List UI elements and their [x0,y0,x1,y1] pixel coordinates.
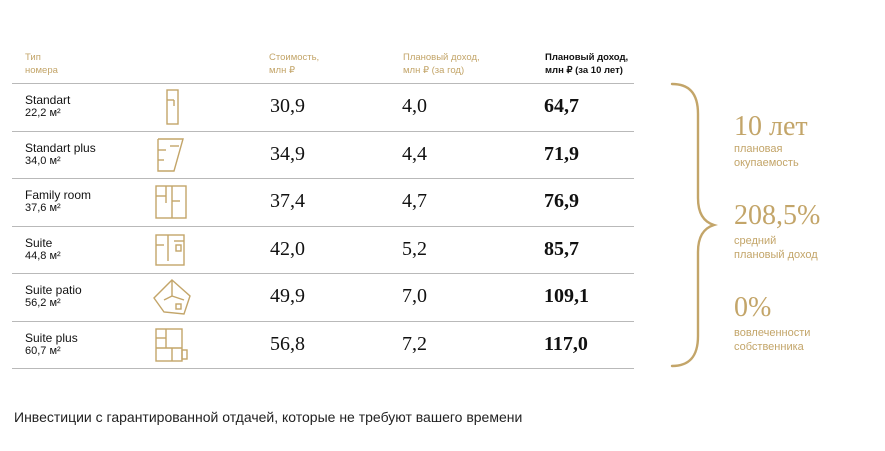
income-year-value: 7,0 [402,285,427,307]
floor-plan-standart-plus-icon [157,137,184,172]
room-name: Standart [25,93,71,107]
header-income-year: Плановый доход, млн ₽ (за год) [403,52,480,76]
cost-value: 37,4 [270,190,305,212]
income-10-years-value: 76,9 [544,190,579,212]
header-type: Тип номера [25,52,58,76]
room-name: Suite [25,235,53,250]
cost-value: 49,9 [270,285,305,307]
caption-text: Инвестиции с гарантированной отдачей, ко… [14,409,523,425]
income-year-value: 7,2 [402,332,427,355]
room-price-table: Standart 22,2 м² 30,9 4,0 64,7 Standart … [12,83,634,369]
floor-plan-family-room-icon [155,185,187,219]
room-name: Suite plus [25,330,78,345]
header-income-10-years: Плановый доход, млн ₽ (за 10 лет) [545,52,629,76]
income-10-years-value: 64,7 [544,95,579,117]
income-year-value: 5,2 [402,237,427,260]
table-row: Family room 37,6 м² 37,4 4,7 76,9 [12,179,634,227]
room-area: 37,6 м² [25,202,61,214]
cost-value: 42,0 [270,237,305,260]
floor-plan-suite-plus-icon [155,327,188,362]
room-name: Suite patio [25,283,82,297]
income-10-years-value: 117,0 [544,332,588,355]
payback-label: плановая окупаемость [734,143,799,169]
room-name: Standart plus [25,140,96,155]
room-name: Family room [25,188,92,202]
room-area: 44,8 м² [25,249,61,262]
room-area: 60,7 м² [25,344,61,357]
owner-involvement-label: вовлеченности собственника [734,327,811,353]
income-year-value: 4,7 [402,190,427,212]
cost-value: 56,8 [270,332,305,355]
cost-value: 34,9 [270,142,305,165]
table-row: Standart 22,2 м² 30,9 4,0 64,7 [12,83,634,132]
average-income-value: 208,5% [734,200,821,231]
curly-brace-icon [670,82,718,368]
room-area: 22,2 м² [25,107,61,119]
income-year-value: 4,0 [402,95,427,117]
floor-plan-suite-icon [155,233,185,266]
floor-plan-standart-icon [166,89,179,125]
income-year-value: 4,4 [402,142,427,165]
room-area: 34,0 м² [25,154,61,167]
header-cost: Стоимость, млн ₽ [269,52,320,76]
payback-value: 10 лет [734,111,808,142]
average-income-label: средний плановый доход [734,235,818,261]
income-10-years-value: 109,1 [544,285,589,307]
table-row: Suite 44,8 м² 42,0 5,2 85,7 [12,227,634,274]
income-10-years-value: 85,7 [544,237,579,260]
table-row: Standart plus 34,0 м² 34,9 4,4 71,9 [12,132,634,179]
table-row: Suite patio 56,2 м² 49,9 7,0 109,1 [12,274,634,322]
table-row: Suite plus 60,7 м² 56,8 7,2 117,0 [12,322,634,369]
owner-involvement-value: 0% [734,292,772,323]
floor-plan-suite-patio-icon [153,279,191,315]
room-area: 56,2 м² [25,297,61,309]
cost-value: 30,9 [270,95,305,117]
income-10-years-value: 71,9 [544,142,579,165]
